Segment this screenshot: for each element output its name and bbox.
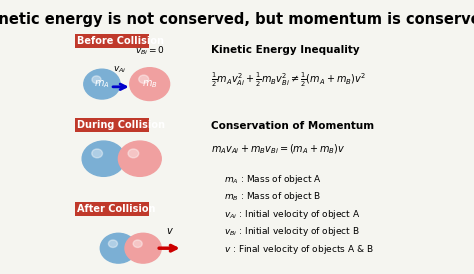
Circle shape: [128, 149, 139, 158]
Text: Kinetic energy is not conserved, but momentum is conserved: Kinetic energy is not conserved, but mom…: [0, 12, 474, 27]
Text: $\frac{1}{2}m_Av_{Ai}^2+\frac{1}{2}m_Bv_{Bi}^2 \neq \frac{1}{2}(m_A+m_B)v^2$: $\frac{1}{2}m_Av_{Ai}^2+\frac{1}{2}m_Bv_…: [210, 71, 366, 89]
Circle shape: [130, 68, 170, 101]
Circle shape: [92, 149, 102, 158]
Text: $v_{Bi} = 0$: $v_{Bi} = 0$: [135, 44, 164, 57]
Text: $m_Av_{Ai} + m_Bv_{Bi} = (m_A+m_B)v$: $m_Av_{Ai} + m_Bv_{Bi} = (m_A+m_B)v$: [210, 142, 345, 156]
Text: Kinetic Energy Inequality: Kinetic Energy Inequality: [210, 45, 359, 55]
Text: $v$: $v$: [165, 226, 173, 236]
Circle shape: [125, 233, 161, 263]
Circle shape: [139, 75, 149, 83]
FancyBboxPatch shape: [75, 202, 149, 216]
Circle shape: [118, 141, 161, 176]
FancyBboxPatch shape: [75, 34, 149, 48]
Text: $m_B$ : Mass of object B: $m_B$ : Mass of object B: [224, 190, 321, 203]
Text: $m_A$: $m_A$: [94, 78, 110, 90]
Text: Conservation of Momentum: Conservation of Momentum: [210, 121, 374, 131]
Circle shape: [84, 69, 120, 99]
Circle shape: [133, 240, 142, 247]
Text: Before Collision: Before Collision: [77, 36, 164, 46]
Circle shape: [109, 240, 118, 247]
Circle shape: [100, 233, 137, 263]
Text: $v_{Bi}$ : Initial velocity of object B: $v_{Bi}$ : Initial velocity of object B: [224, 226, 360, 238]
Text: After Collision: After Collision: [77, 204, 156, 214]
Text: $m_B$: $m_B$: [142, 78, 157, 90]
Text: During Collision: During Collision: [77, 120, 165, 130]
Circle shape: [82, 141, 125, 176]
Text: $v_{Ai}$: $v_{Ai}$: [113, 64, 127, 75]
Text: $v_{Ai}$ : Initial velocity of object A: $v_{Ai}$ : Initial velocity of object A: [224, 208, 360, 221]
Text: $v$ : Final velocity of objects A & B: $v$ : Final velocity of objects A & B: [224, 243, 374, 256]
FancyBboxPatch shape: [75, 118, 149, 132]
Circle shape: [92, 76, 101, 83]
Text: $m_A$ : Mass of object A: $m_A$ : Mass of object A: [224, 173, 322, 185]
